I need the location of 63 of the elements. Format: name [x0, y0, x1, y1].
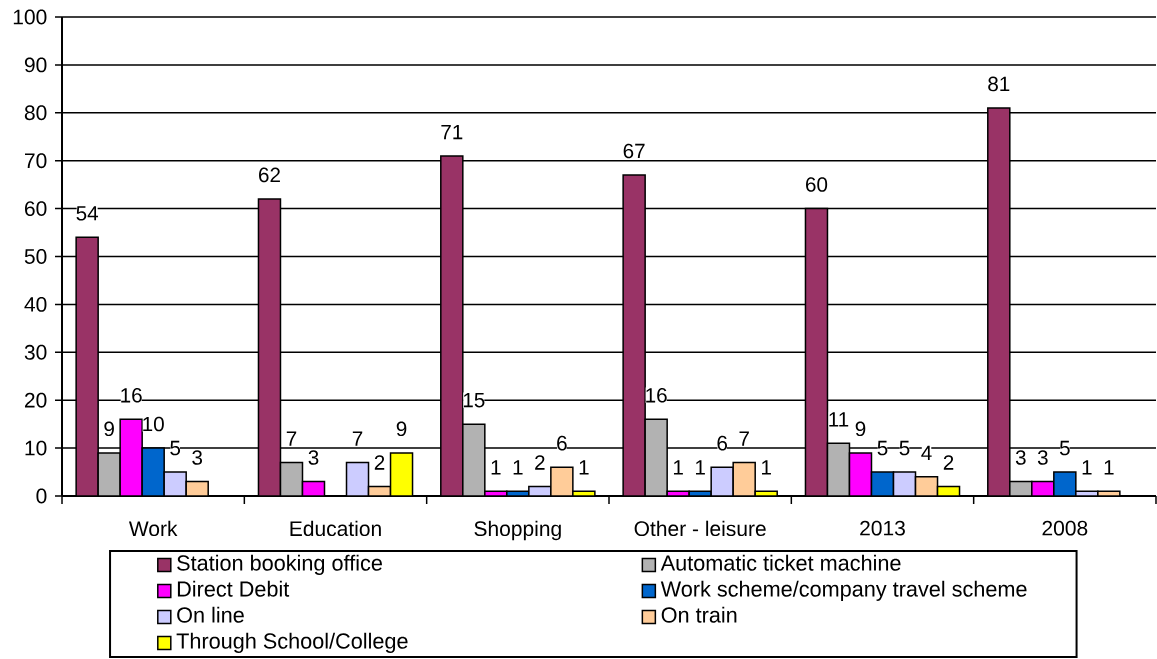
data-label: 7	[352, 431, 363, 446]
data-label: 3	[1037, 450, 1048, 465]
data-label: 11	[829, 412, 849, 427]
y-tick-label: 0	[36, 488, 47, 504]
legend-label: Work scheme/company travel scheme	[660, 580, 1027, 601]
data-label: 62	[259, 167, 280, 183]
data-label: 16	[646, 387, 667, 403]
data-label: 3	[1015, 450, 1026, 465]
x-tick-label: Other - leisure	[634, 520, 766, 537]
x-tick-label: Education	[290, 520, 381, 537]
data-label: 1	[1104, 460, 1114, 475]
data-label: 71	[441, 124, 463, 140]
data-label: 1	[579, 460, 589, 475]
data-label: 6	[717, 435, 728, 451]
legend-label: Through School/College	[176, 632, 408, 653]
data-label: 4	[921, 445, 932, 461]
legend-label: Automatic ticket machine	[660, 554, 901, 571]
y-tick-label: 10	[25, 440, 47, 456]
data-label: 7	[739, 431, 749, 446]
data-label: 10	[143, 416, 164, 432]
x-tick-label: Work	[128, 520, 178, 537]
data-label: 9	[855, 421, 866, 437]
data-label: 1	[673, 460, 683, 475]
y-tick-label: 90	[24, 57, 47, 73]
data-label: 5	[877, 440, 888, 456]
data-label: 1	[1082, 460, 1092, 475]
data-label: 54	[76, 206, 99, 221]
data-label: 1	[491, 460, 501, 475]
data-label: 5	[899, 440, 910, 456]
data-label: 60	[806, 177, 828, 192]
data-label: 9	[104, 421, 114, 437]
data-label: 1	[695, 460, 705, 475]
data-label: 16	[121, 387, 142, 403]
y-tick-label: 20	[24, 392, 47, 408]
data-label: 1	[513, 460, 523, 475]
data-label: 3	[192, 450, 203, 465]
y-tick-label: 50	[24, 249, 47, 264]
legend-label: On train	[661, 606, 737, 623]
legend-label: Station booking office	[177, 554, 382, 575]
x-tick-label: 2013	[860, 520, 905, 536]
data-label: 67	[623, 143, 645, 159]
data-label: 81	[988, 76, 1010, 92]
data-label: 5	[170, 440, 181, 456]
data-label: 2	[374, 455, 385, 470]
data-label: 9	[396, 421, 407, 437]
y-tick-label: 80	[24, 105, 47, 121]
y-tick-label: 30	[24, 344, 47, 360]
data-label: 3	[308, 450, 319, 465]
data-label: 1	[762, 460, 771, 475]
data-label: 15	[463, 392, 485, 408]
data-label: 6	[557, 435, 567, 451]
x-tick-label: Shopping	[474, 520, 561, 541]
data-label: 2	[535, 455, 545, 470]
legend-label: Direct Debit	[177, 580, 290, 597]
data-label: 5	[1059, 440, 1070, 456]
data-label: 2	[943, 455, 954, 470]
y-tick-label: 100	[13, 9, 47, 25]
legend-label: On line	[177, 606, 244, 623]
y-tick-label: 60	[25, 201, 47, 217]
data-label: 7	[286, 431, 297, 446]
y-tick-label: 40	[24, 296, 47, 312]
x-tick-label: 2008	[1042, 520, 1088, 536]
y-tick-label: 70	[25, 153, 47, 169]
